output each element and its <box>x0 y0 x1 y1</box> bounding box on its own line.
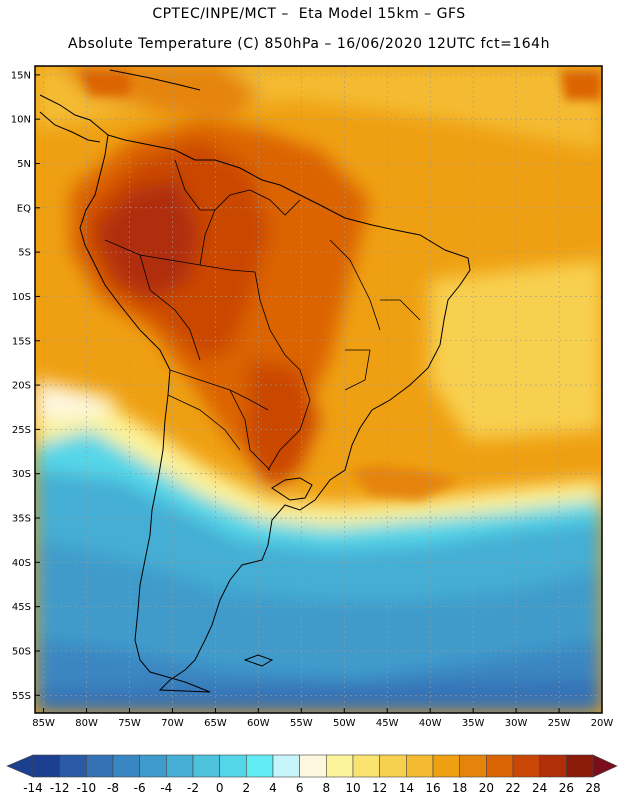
lon-tick-label: 25W <box>548 718 571 729</box>
latitude-labels: 15N 10N 5N EQ 5S 10S 15S 20S 25S 30S 35S 40S 45S 50S 5… <box>11 70 40 702</box>
colorbar-label: 6 <box>296 781 304 795</box>
colorbar-swatch <box>166 754 194 778</box>
lon-tick-label: 50W <box>333 718 356 729</box>
lat-tick-label: EQ <box>17 203 31 214</box>
lat-tick-label: 25S <box>12 425 31 436</box>
colorbar-label: 28 <box>585 781 600 795</box>
lat-tick-label: 10N <box>11 115 31 126</box>
colorbar-label: 20 <box>479 781 494 795</box>
colorbar-swatch <box>219 754 247 778</box>
colorbar-label: 8 <box>323 781 331 795</box>
lon-tick-label: 80W <box>75 718 98 729</box>
colorbar-swatch <box>139 754 167 778</box>
lat-tick-label: 55S <box>12 691 31 702</box>
lon-tick-label: 75W <box>118 718 141 729</box>
lat-tick-label: 35S <box>12 514 31 525</box>
colorbar-label: 14 <box>399 781 414 795</box>
lon-tick-label: 20W <box>591 718 614 729</box>
lon-tick-label: 35W <box>462 718 485 729</box>
map-title-line2: Absolute Temperature (C) 850hPa – 16/06/… <box>68 36 550 52</box>
lat-tick-label: 15N <box>11 70 31 81</box>
colorbar-label: 2 <box>243 781 251 795</box>
colorbar-swatch <box>299 754 327 778</box>
lon-tick-label: 70W <box>161 718 184 729</box>
colorbar-swatch <box>379 754 407 778</box>
colorbar-swatch <box>32 754 60 778</box>
colorbar-label: -8 <box>107 781 119 795</box>
colorbar-swatch <box>406 754 434 778</box>
colorbar-swatch <box>352 754 380 778</box>
colorbar-swatch <box>192 754 220 778</box>
lon-tick-label: 45W <box>376 718 399 729</box>
lat-tick-label: 30S <box>12 469 31 480</box>
colorbar-label: -10 <box>77 781 97 795</box>
longitude-labels: 85W 80W 75W 70W 65W 60W 55W 50W 45W 40W 35W 30W 25W 2… <box>32 708 613 729</box>
colorbar-label: 24 <box>532 781 547 795</box>
colorbar-under-triangle <box>6 754 34 778</box>
colorbar-swatch <box>486 754 514 778</box>
country-borders <box>104 159 421 471</box>
lat-tick-label: 20S <box>12 381 31 392</box>
lon-tick-label: 85W <box>32 718 55 729</box>
colorbar-swatch <box>432 754 460 778</box>
colorbar-swatch <box>459 754 487 778</box>
colorbar-swatch <box>246 754 274 778</box>
colorbar-label: 16 <box>425 781 440 795</box>
colorbar-swatch <box>112 754 140 778</box>
colorbar-swatch <box>86 754 114 778</box>
lon-tick-label: 55W <box>290 718 313 729</box>
colorbar-swatch <box>272 754 300 778</box>
colorbar-swatch <box>566 754 594 778</box>
colorbar-label: -6 <box>134 781 146 795</box>
lat-tick-label: 45S <box>12 602 31 613</box>
colorbar-swatch <box>59 754 87 778</box>
map-frame <box>34 65 603 714</box>
colorbar-swatch <box>326 754 354 778</box>
colorbar-label: -14 <box>23 781 43 795</box>
lat-tick-label: 15S <box>12 336 31 347</box>
lon-tick-label: 65W <box>204 718 227 729</box>
colorbar-over-triangle <box>592 754 618 778</box>
coastline-south-america <box>39 69 471 693</box>
colorbar-swatch <box>539 754 567 778</box>
colorbar-label: -12 <box>50 781 70 795</box>
temperature-field <box>35 66 602 713</box>
lon-tick-label: 30W <box>505 718 528 729</box>
colorbar-label: 22 <box>505 781 520 795</box>
lat-tick-label: 40S <box>12 558 31 569</box>
lat-tick-label: 5S <box>18 248 31 259</box>
lat-tick-label: 5N <box>17 159 31 170</box>
lon-tick-label: 40W <box>419 718 442 729</box>
colorbar-label: 26 <box>559 781 574 795</box>
colorbar-swatch <box>512 754 540 778</box>
colorbar-label: -4 <box>160 781 172 795</box>
colorbar-label: 4 <box>269 781 277 795</box>
colorbar-label: 0 <box>216 781 224 795</box>
colorbar-label: 10 <box>345 781 360 795</box>
colorbar-label: -2 <box>187 781 199 795</box>
colorbar-label: 12 <box>372 781 387 795</box>
lat-tick-label: 10S <box>12 292 31 303</box>
lon-tick-label: 60W <box>247 718 270 729</box>
map-title-line1: CPTEC/INPE/MCT – Eta Model 15km – GFS <box>152 6 466 22</box>
colorbar-label: 18 <box>452 781 467 795</box>
color-legend: -14 -12 -10 -8 -6 -4 -2 0 2 4 6 8 10 12 14 16 18 20 22 24 26… <box>6 754 618 795</box>
lat-tick-label: 50S <box>12 646 31 657</box>
